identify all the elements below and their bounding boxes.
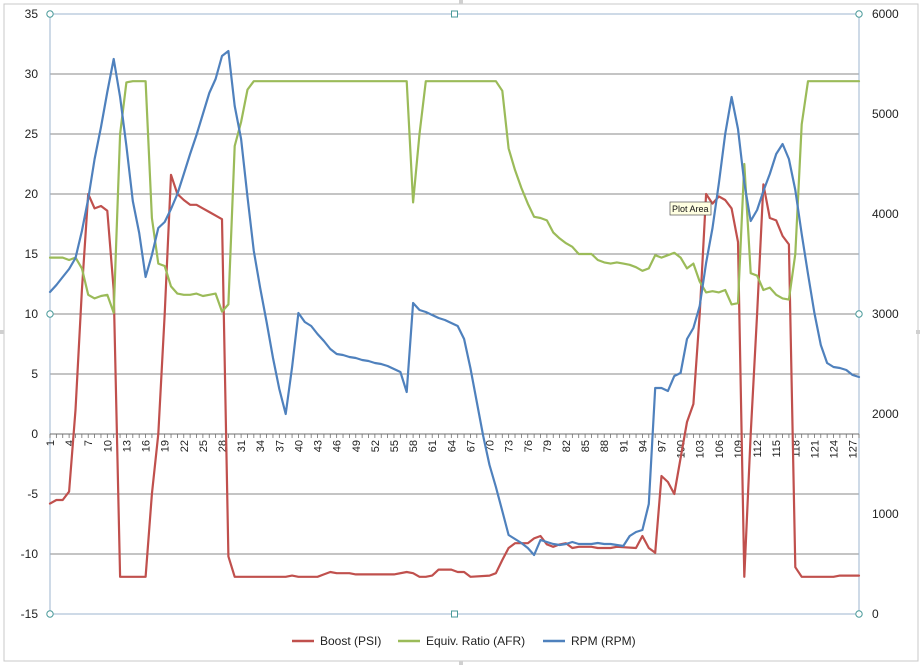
x-tick-label: 109 xyxy=(733,440,745,458)
chart-resize-handle[interactable] xyxy=(459,0,463,4)
x-tick-label: 43 xyxy=(313,440,325,452)
x-tick-label: 1 xyxy=(45,440,57,446)
x-tick-label: 121 xyxy=(809,440,821,458)
x-tick-label: 10 xyxy=(102,440,114,452)
x-tick-label: 70 xyxy=(485,440,497,452)
x-tick-label: 58 xyxy=(408,440,420,452)
x-tick-label: 112 xyxy=(752,440,764,458)
x-tick-label: 55 xyxy=(389,440,401,452)
x-tick-label: 88 xyxy=(599,440,611,452)
x-tick-label: 94 xyxy=(637,440,649,452)
plot-resize-handle[interactable] xyxy=(451,610,458,618)
y-right-tick-label: 4000 xyxy=(872,207,899,221)
x-tick-label: 37 xyxy=(274,440,286,452)
y-left-tick-label: 25 xyxy=(25,127,39,141)
x-tick-label: 31 xyxy=(236,440,248,452)
y-left-tick-label: 20 xyxy=(25,187,39,201)
axes: -15 -10 -5 0 5 10 15 20 25 30 35 0 1000 2000 3000 4000 5… xyxy=(21,7,899,621)
x-tick-label: 82 xyxy=(561,440,573,452)
plot-resize-handle[interactable] xyxy=(46,610,54,618)
legend-label-1: Boost (PSI) xyxy=(320,634,381,648)
y-right-tick-label: 2000 xyxy=(872,407,899,421)
y-right-tick-label: 3000 xyxy=(872,307,899,321)
tooltip-label: Plot Area xyxy=(672,204,709,214)
x-tick-label: 7 xyxy=(83,440,95,446)
y-right-tick-label: 1000 xyxy=(872,507,899,521)
x-tick-label: 76 xyxy=(523,440,535,452)
x-tick-label: 67 xyxy=(465,440,477,452)
series-line-2[interactable] xyxy=(48,80,861,314)
plot-resize-handle[interactable] xyxy=(451,10,458,18)
x-tick-label: 13 xyxy=(121,440,133,452)
plot-area-tooltip: Plot Area xyxy=(669,201,712,216)
y-left-tick-label: 30 xyxy=(25,67,39,81)
x-tick-label: 79 xyxy=(542,440,554,452)
plot-resize-handle[interactable] xyxy=(46,310,54,318)
x-tick-label: 103 xyxy=(695,440,707,458)
legend-label-2: Equiv. Ratio (AFR) xyxy=(426,634,525,648)
legend-label-3: RPM (RPM) xyxy=(571,634,636,648)
x-tick-label: 91 xyxy=(618,440,630,452)
plot-resize-handle[interactable] xyxy=(46,10,54,18)
y-right-tick-label: 6000 xyxy=(872,7,899,21)
series-line-1[interactable] xyxy=(48,173,861,578)
plot-resize-handle[interactable] xyxy=(855,310,863,318)
plot-resize-handle[interactable] xyxy=(855,10,863,18)
y-right-tick-label: 5000 xyxy=(872,107,899,121)
x-tick-label: 49 xyxy=(351,440,363,452)
x-tick-label: 64 xyxy=(446,440,458,452)
y-right-tick-label: 0 xyxy=(872,607,879,621)
legend[interactable]: Boost (PSI) Equiv. Ratio (AFR) RPM (RPM) xyxy=(292,634,636,648)
y-left-tick-label: -15 xyxy=(21,607,39,621)
series-line-3[interactable] xyxy=(48,49,861,557)
y-left-tick-label: 10 xyxy=(25,307,39,321)
y-left-tick-label: -10 xyxy=(21,547,39,561)
x-tick-label: 19 xyxy=(160,440,172,452)
x-tick-label: 52 xyxy=(370,440,382,452)
x-tick-label: 4 xyxy=(64,440,76,446)
x-tick-label: 25 xyxy=(198,440,210,452)
x-tick-label: 124 xyxy=(829,440,841,458)
x-tick-label: 115 xyxy=(771,440,783,458)
chart-resize-handle[interactable] xyxy=(459,661,463,665)
x-tick-label: 34 xyxy=(255,440,267,452)
x-tick-label: 22 xyxy=(179,440,191,452)
x-tick-label: 73 xyxy=(504,440,516,452)
x-tick-label: 85 xyxy=(580,440,592,452)
x-tick-label: 127 xyxy=(848,440,860,458)
y-left-tick-label: 5 xyxy=(31,367,38,381)
x-tick-label: 40 xyxy=(293,440,305,452)
series-lines[interactable] xyxy=(48,49,861,578)
chart-resize-handle[interactable] xyxy=(0,330,4,334)
y-left-tick-label: -5 xyxy=(27,487,38,501)
plot-resize-handle[interactable] xyxy=(855,610,863,618)
x-tick-label: 106 xyxy=(714,440,726,458)
x-tick-label: 46 xyxy=(332,440,344,452)
x-tick-label: 97 xyxy=(657,440,669,452)
x-tick-label: 16 xyxy=(141,440,153,452)
y-left-tick-label: 35 xyxy=(25,7,39,21)
tooltip-box xyxy=(669,201,712,216)
y-left-tick-label: 15 xyxy=(25,247,39,261)
chart-resize-handle[interactable] xyxy=(916,330,920,334)
y-left-tick-label: 0 xyxy=(31,427,38,441)
x-tick-label: 61 xyxy=(427,440,439,452)
